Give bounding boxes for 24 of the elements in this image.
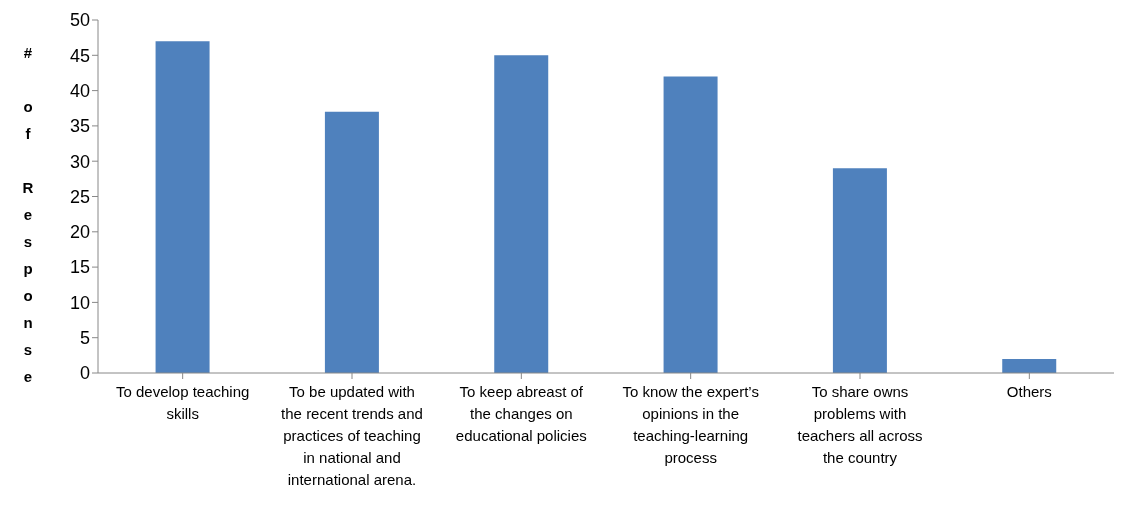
bar xyxy=(1002,358,1057,373)
y-tick-label: 25 xyxy=(69,186,90,207)
y-tick-label: 20 xyxy=(69,222,90,243)
x-tick-label: To be updated with the recent trends and practices of teaching in national and international arena. xyxy=(281,383,423,488)
y-tick-label: 30 xyxy=(69,151,90,172)
x-tick-label: To know the expert’s opinions in the teaching-learning process xyxy=(622,383,759,466)
x-tick-label: To develop teaching skills xyxy=(115,383,250,422)
y-tick-label: 5 xyxy=(79,328,90,349)
bar xyxy=(155,41,210,373)
x-tick-label: To share owns problems with teachers all across the country xyxy=(797,383,923,466)
y-tick-label: 15 xyxy=(69,257,90,278)
y-tick-label: 50 xyxy=(69,10,90,31)
bar xyxy=(832,168,887,373)
text: # of Response xyxy=(22,44,34,385)
y-tick-label: 35 xyxy=(69,116,90,137)
x-tick-label: Others xyxy=(1006,383,1052,400)
y-tick-label: 45 xyxy=(69,45,90,66)
y-tick-label: 10 xyxy=(69,292,90,313)
bar xyxy=(494,55,549,373)
y-tick-label: 0 xyxy=(79,363,90,384)
x-tick-label: To keep abreast of the changes on educational policies xyxy=(455,383,587,444)
bar xyxy=(324,111,379,373)
y-tick-label: 40 xyxy=(69,80,90,101)
bar xyxy=(663,76,718,373)
